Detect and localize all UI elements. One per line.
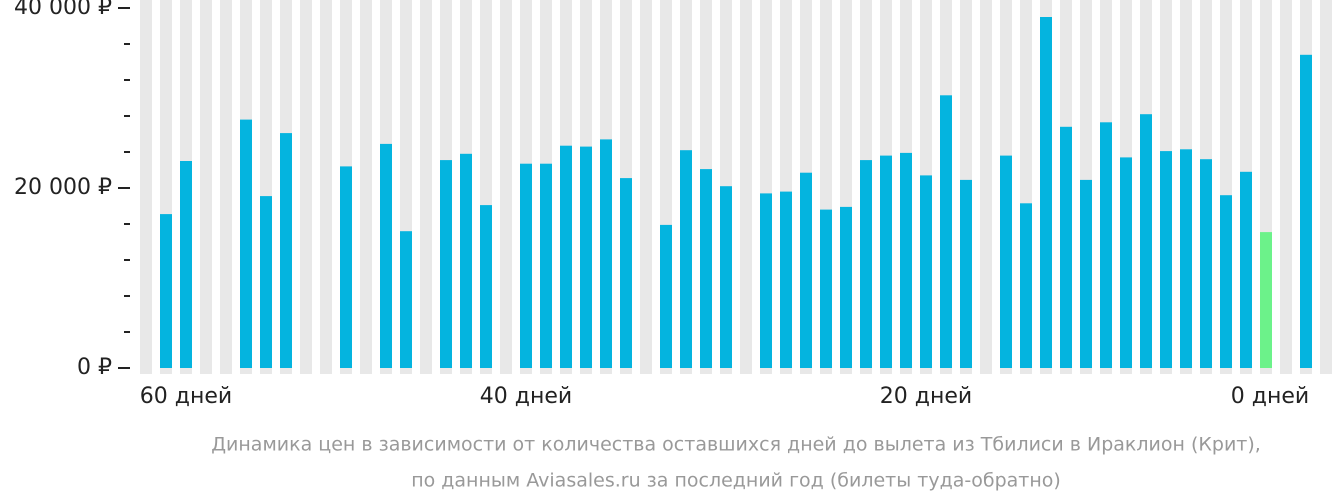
bar (1120, 157, 1132, 368)
bar (780, 191, 792, 368)
bar (460, 153, 472, 368)
bar (600, 139, 612, 368)
bar (920, 175, 932, 368)
x-tick-label: 60 дней (140, 384, 232, 409)
bar (400, 231, 412, 368)
background-stripe (360, 0, 372, 374)
bar (540, 163, 552, 368)
y-tick-label: 40 000 ₽ (14, 0, 112, 20)
background-stripe (140, 0, 152, 374)
bar (580, 146, 592, 368)
x-tick-label: 0 дней (1231, 384, 1309, 409)
bar (1200, 159, 1212, 368)
bar (720, 186, 732, 368)
bar (960, 179, 972, 368)
bar (940, 95, 952, 369)
bar (820, 209, 832, 368)
bar (880, 155, 892, 368)
bar (380, 143, 392, 368)
y-tick-label: 20 000 ₽ (14, 175, 112, 200)
bar (840, 206, 852, 368)
bar (1300, 54, 1312, 369)
bar (180, 161, 192, 368)
background-stripe (500, 0, 512, 374)
bar (1240, 171, 1252, 368)
caption: Динамика цен в зависимости от количества… (211, 434, 1261, 456)
bar (1180, 149, 1192, 368)
bar (1040, 17, 1052, 368)
background-stripe (300, 0, 312, 374)
background-stripe (220, 0, 232, 374)
bar (1220, 195, 1232, 368)
bar (1060, 126, 1072, 368)
bar (620, 178, 632, 368)
background-stripe (320, 0, 332, 374)
background-stripe (980, 0, 992, 374)
y-tick-label: 0 ₽ (77, 355, 112, 380)
background-stripe (740, 0, 752, 374)
bar (800, 172, 812, 368)
bar (260, 196, 272, 368)
bar (1000, 155, 1012, 368)
caption: по данным Aviasales.ru за последний год … (411, 470, 1061, 492)
bar (660, 224, 672, 368)
background-stripe (640, 0, 652, 374)
bar (700, 169, 712, 368)
x-tick-label: 20 дней (880, 384, 972, 409)
background-stripe (1280, 0, 1292, 374)
bar (520, 163, 532, 368)
bar (680, 150, 692, 368)
background-stripe (200, 0, 212, 374)
bar (1160, 151, 1172, 368)
bar (900, 152, 912, 368)
background-stripe (1320, 0, 1332, 374)
bar (560, 145, 572, 368)
bar (1020, 203, 1032, 368)
bar (760, 193, 772, 368)
bar (1140, 114, 1152, 368)
bar (280, 133, 292, 368)
background-stripe (420, 0, 432, 374)
bar (480, 205, 492, 368)
bar (860, 160, 872, 368)
x-tick-label: 40 дней (480, 384, 572, 409)
bar (1080, 179, 1092, 368)
bar (1260, 232, 1272, 368)
bar (440, 160, 452, 368)
bar (340, 166, 352, 368)
bar (1100, 122, 1112, 368)
bar (240, 119, 252, 368)
bar (160, 214, 172, 368)
